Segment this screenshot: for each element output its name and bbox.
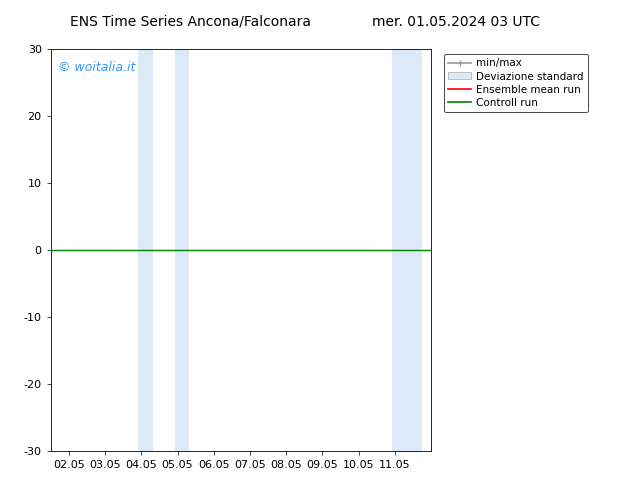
Bar bbox=[407, 49, 422, 451]
Bar bbox=[392, 49, 407, 451]
Bar bbox=[138, 49, 153, 451]
Text: mer. 01.05.2024 03 UTC: mer. 01.05.2024 03 UTC bbox=[373, 15, 540, 29]
Text: ENS Time Series Ancona/Falconara: ENS Time Series Ancona/Falconara bbox=[70, 15, 311, 29]
Bar bbox=[174, 49, 190, 451]
Text: © woitalia.it: © woitalia.it bbox=[58, 61, 136, 74]
Legend: min/max, Deviazione standard, Ensemble mean run, Controll run: min/max, Deviazione standard, Ensemble m… bbox=[444, 54, 588, 112]
